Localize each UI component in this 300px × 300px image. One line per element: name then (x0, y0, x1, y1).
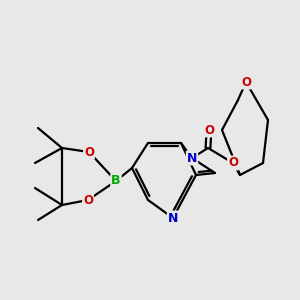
Text: O: O (204, 124, 214, 136)
Text: O: O (228, 157, 238, 169)
Text: N: N (168, 212, 178, 224)
Text: O: O (84, 146, 94, 158)
Text: B: B (111, 175, 121, 188)
Text: O: O (83, 194, 93, 206)
Text: N: N (187, 152, 197, 164)
Text: O: O (241, 76, 251, 88)
